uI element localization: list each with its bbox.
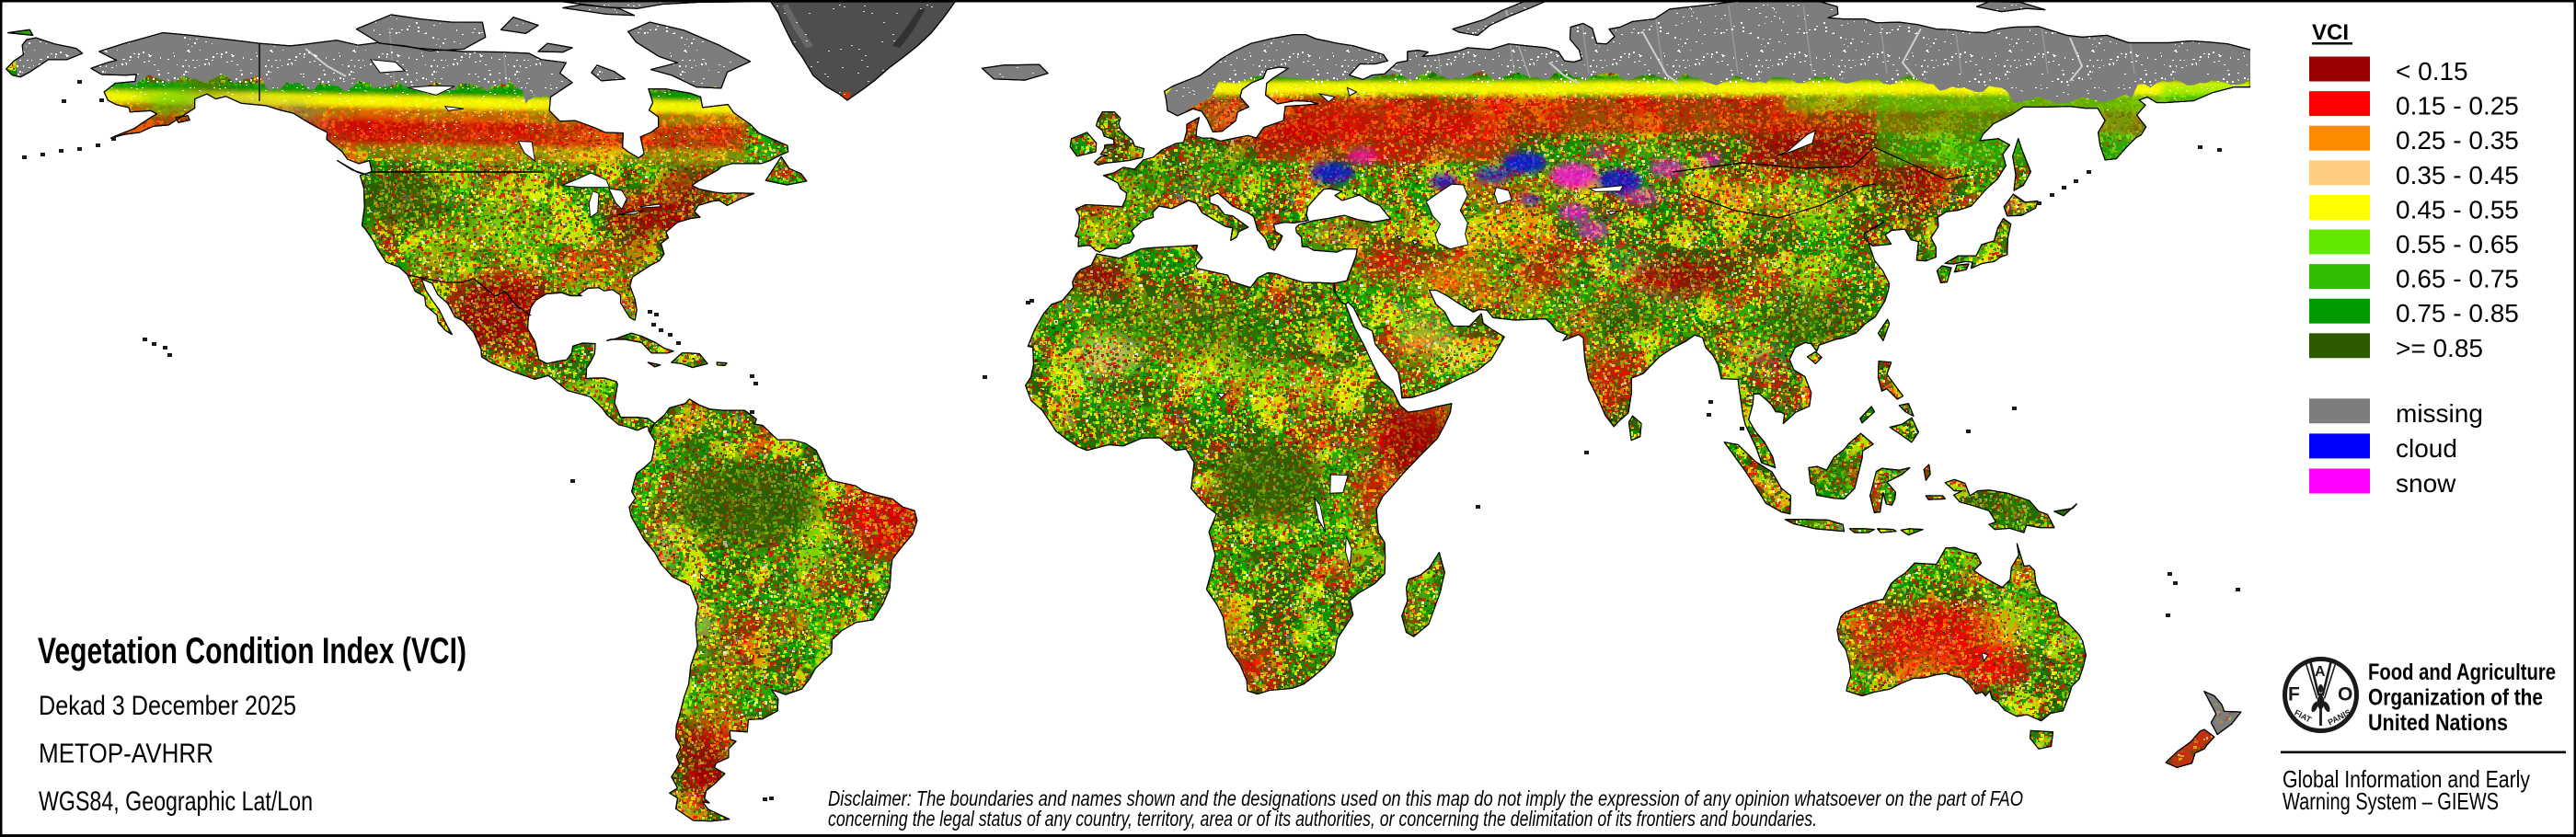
svg-text:>= 0.85: >= 0.85 [2396, 334, 2483, 362]
svg-text:Organization of the: Organization of the [2368, 685, 2543, 711]
svg-text:missing: missing [2396, 399, 2483, 428]
svg-text:WGS84, Geographic Lat/Lon: WGS84, Geographic Lat/Lon [39, 786, 313, 817]
svg-text:cloud: cloud [2396, 434, 2457, 463]
svg-text:snow: snow [2396, 469, 2456, 498]
svg-text:Vegetation Condition Index (VC: Vegetation Condition Index (VCI) [38, 631, 466, 671]
svg-text:O: O [2338, 684, 2352, 705]
svg-text:Global Information and Early: Global Information and Early [2283, 765, 2530, 793]
svg-text:Dekad 3 December 2025: Dekad 3 December 2025 [39, 691, 296, 721]
svg-text:METOP-AVHRR: METOP-AVHRR [39, 739, 213, 769]
svg-text:0.55 - 0.65: 0.55 - 0.65 [2396, 230, 2519, 258]
svg-text:0.75 - 0.85: 0.75 - 0.85 [2396, 299, 2519, 327]
svg-text:0.45 - 0.55: 0.45 - 0.55 [2396, 195, 2519, 224]
svg-text:F: F [2288, 684, 2300, 705]
svg-text:Disclaimer: The boundaries and: Disclaimer: The boundaries and names sho… [828, 786, 2023, 810]
svg-text:Food and Agriculture: Food and Agriculture [2368, 659, 2556, 685]
svg-text:A: A [2315, 664, 2326, 680]
svg-text:< 0.15: < 0.15 [2396, 57, 2468, 86]
svg-text:0.25 - 0.35: 0.25 - 0.35 [2396, 126, 2519, 155]
svg-text:0.35 - 0.45: 0.35 - 0.45 [2396, 161, 2519, 189]
svg-text:United Nations: United Nations [2368, 710, 2508, 736]
svg-text:concerning the legal status of: concerning the legal status of any count… [828, 807, 1817, 831]
svg-text:Warning System – GIEWS: Warning System – GIEWS [2283, 787, 2499, 815]
svg-text:0.65 - 0.75: 0.65 - 0.75 [2396, 265, 2519, 293]
svg-text:0.15 - 0.25: 0.15 - 0.25 [2396, 92, 2519, 120]
svg-text:VCI: VCI [2312, 20, 2349, 45]
